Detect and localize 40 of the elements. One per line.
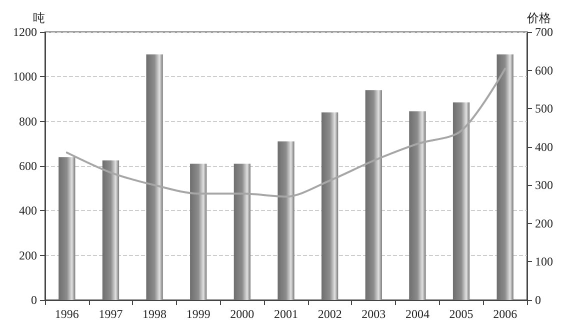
y2-tick-label: 400 [535, 140, 553, 154]
bar [190, 164, 207, 300]
y-tick-label: 400 [19, 204, 37, 218]
bar [496, 54, 514, 300]
y2-tick-label: 700 [535, 25, 553, 39]
y2-tick-label: 600 [535, 63, 553, 78]
y-tick-label: 0 [31, 293, 37, 307]
y2-tick-label: 500 [535, 102, 553, 116]
bar [452, 102, 470, 300]
x-tick-label: 2000 [230, 307, 254, 321]
x-tick-label: 2001 [274, 307, 298, 321]
bar [321, 112, 338, 300]
x-tick-label: 2006 [493, 307, 518, 321]
line-series [66, 68, 506, 198]
y2-axis-title: 价格 [526, 11, 551, 25]
x-tick-label: 1997 [98, 307, 123, 321]
y2-tick-label: 200 [535, 216, 553, 230]
bar [58, 157, 76, 300]
y-tick-label: 1000 [13, 70, 37, 84]
y-tick-label: 600 [19, 159, 37, 173]
bar [409, 111, 426, 300]
y-tick-label: 1200 [13, 25, 37, 39]
bar [234, 164, 251, 300]
y-tick-label: 200 [19, 248, 37, 262]
bar [146, 54, 163, 300]
bar [278, 141, 294, 300]
bar [365, 90, 382, 300]
y-tick-label: 800 [19, 114, 37, 128]
x-tick-label: 2005 [449, 307, 474, 321]
x-tick-label: 2003 [362, 307, 386, 321]
y2-tick-label: 100 [535, 254, 553, 269]
x-tick-label: 2004 [405, 307, 430, 321]
x-tick-label: 1999 [186, 307, 210, 321]
x-tick-label: 1998 [142, 307, 167, 321]
y-axis-title: 吨 [33, 11, 45, 25]
x-tick-label: 2002 [318, 307, 342, 321]
y2-tick-label: 300 [535, 178, 553, 192]
x-tick-label: 1996 [54, 307, 79, 321]
bar [102, 160, 120, 300]
y2-tick-label: 0 [535, 293, 541, 307]
